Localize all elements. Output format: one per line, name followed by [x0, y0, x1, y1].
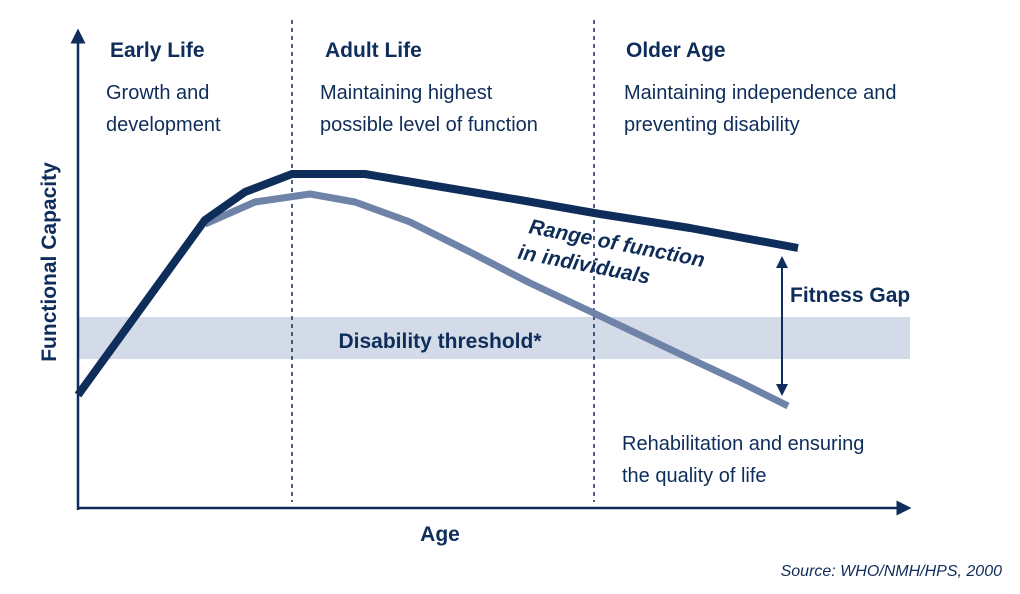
fitness-gap-label: Fitness Gap: [790, 284, 910, 307]
rehab-label-line2: the quality of life: [622, 465, 767, 487]
stage-desc-older-age-line2: preventing disability: [624, 114, 800, 136]
stage-title-early-life: Early Life: [110, 39, 205, 62]
stage-title-older-age: Older Age: [626, 39, 726, 62]
stage-desc-adult-life-line1: Maintaining highest: [320, 82, 493, 104]
disability-threshold-band: [78, 317, 910, 359]
x-axis-label: Age: [420, 523, 460, 546]
y-axis-label: Functional Capacity: [38, 162, 61, 362]
rehab-label-line1: Rehabilitation and ensuring: [622, 433, 864, 455]
source-credit: Source: WHO/NMH/HPS, 2000: [781, 563, 1003, 580]
stage-title-adult-life: Adult Life: [325, 39, 422, 62]
upper-range-curve: [74, 170, 799, 398]
disability-threshold-label: Disability threshold*: [338, 330, 542, 353]
stage-desc-adult-life-line2: possible level of function: [320, 114, 538, 136]
stage-desc-early-life-line2: development: [106, 114, 221, 136]
stage-desc-older-age-line1: Maintaining independence and: [624, 82, 896, 104]
lower-range-curve: [203, 190, 790, 410]
stage-desc-early-life-line1: Growth and: [106, 82, 209, 104]
